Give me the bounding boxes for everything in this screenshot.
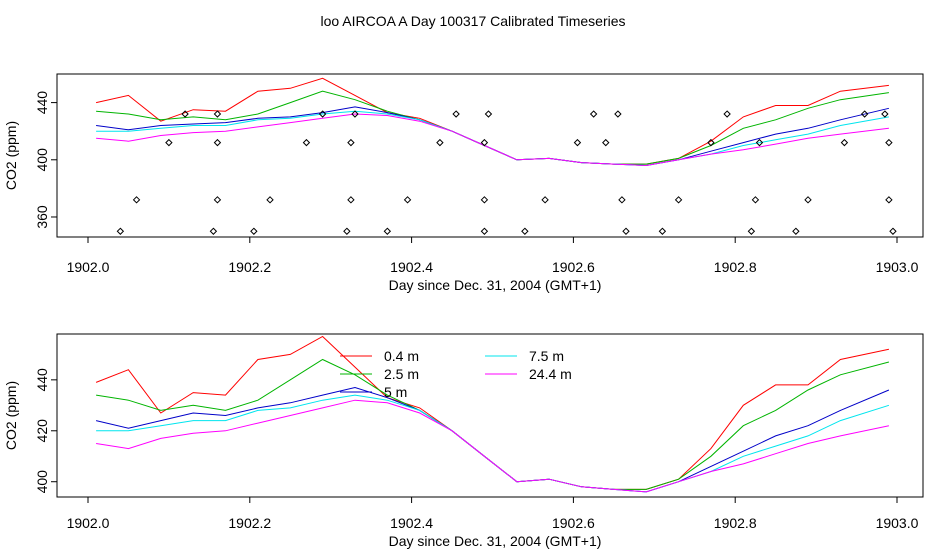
data-point (840, 138, 849, 147)
y-axis-label: CO2 (ppm) (3, 121, 19, 190)
x-tick-label: 1902.6 (552, 515, 595, 531)
x-tick-label: 1902.4 (390, 259, 433, 275)
data-point (209, 227, 218, 235)
data-point (480, 196, 489, 204)
legend-label: 5 m (384, 384, 407, 400)
plot-frame (56, 333, 924, 498)
chart-panels: 1902.0 1902.2 1902.4 1902.6 1902.8 1903.0 360 4… (3, 73, 924, 549)
x-tick-label: 1903.0 (876, 259, 919, 275)
data-point (484, 110, 493, 118)
y-tick-label: 400 (34, 148, 50, 172)
data-point (804, 196, 812, 204)
data-point (480, 227, 489, 235)
data-point (618, 196, 626, 204)
legend-label: 0.4 m (384, 348, 419, 364)
x-axis-label: Day since Dec. 31, 2004 (GMT+1) (389, 277, 602, 293)
data-point (403, 196, 412, 204)
data-point (541, 196, 549, 204)
data-point (674, 196, 683, 204)
legend-label: 24.4 m (529, 366, 572, 382)
data-point (881, 110, 889, 118)
data-point (302, 138, 311, 147)
y-tick-label: 360 (34, 205, 50, 229)
x-tick-label: 1902.4 (390, 515, 433, 531)
data-point (165, 138, 173, 147)
data-point (885, 196, 893, 204)
data-point (343, 227, 351, 235)
data-point (860, 110, 869, 118)
data-point (889, 227, 897, 235)
data-point (181, 110, 189, 118)
panel-top: 1902.0 1902.2 1902.4 1902.6 1902.8 1903.0 360 4… (3, 73, 924, 293)
data-point (347, 196, 355, 204)
data-point (436, 138, 444, 147)
x-tick-label: 1902.0 (67, 259, 110, 275)
chart-title: loo AIRCOA A Day 100317 Calibrated Times… (320, 13, 625, 29)
x-axis-label: Day since Dec. 31, 2004 (GMT+1) (389, 533, 602, 549)
legend: 0.4 m 2.5 m 5 m 7.5 m 24.4 m (340, 348, 572, 400)
data-point (792, 227, 800, 235)
data-point (347, 138, 355, 147)
y-tick-label: 440 (34, 368, 50, 392)
plot-area (95, 77, 897, 235)
data-point (751, 196, 760, 204)
data-point (116, 227, 125, 235)
data-point (452, 110, 460, 118)
data-point (351, 110, 359, 118)
data-point (318, 110, 327, 118)
series-line-7-5-m (96, 394, 890, 493)
x-tick-label: 1902.2 (228, 515, 271, 531)
data-point (266, 196, 274, 204)
y-tick-label: 440 (34, 91, 50, 115)
y-tick-label: 400 (34, 470, 50, 494)
series-line-5-m (96, 106, 890, 167)
data-point (213, 110, 222, 118)
plot-area (95, 335, 890, 493)
y-axis-label: CO2 (ppm) (3, 381, 19, 450)
series-line-24-4-m (96, 399, 890, 493)
series-line-2-5-m (96, 358, 890, 490)
data-point (383, 227, 392, 235)
data-point (614, 110, 622, 118)
data-point (213, 138, 222, 147)
data-point (747, 227, 756, 235)
data-point (213, 196, 222, 204)
data-point (658, 227, 667, 235)
data-point (132, 196, 141, 204)
x-tick-label: 1902.8 (714, 515, 757, 531)
series-line-5-m (95, 386, 890, 493)
plot-frame (56, 73, 924, 238)
data-point (521, 227, 529, 235)
panel-bottom: 1902.0 1902.2 1902.4 1902.6 1902.8 1903.0 400 4… (3, 333, 924, 549)
data-point (250, 227, 258, 235)
series-line-2-5-m (96, 90, 889, 165)
data-point (755, 138, 764, 147)
x-tick-label: 1903.0 (876, 515, 919, 531)
data-point (885, 138, 893, 147)
y-tick-label: 420 (34, 419, 50, 443)
data-point (573, 138, 582, 147)
data-point (480, 138, 489, 147)
data-point (589, 110, 598, 118)
data-point (707, 138, 715, 147)
data-point (723, 110, 731, 118)
x-tick-label: 1902.8 (714, 259, 757, 275)
x-tick-label: 1902.2 (228, 259, 271, 275)
legend-label: 2.5 m (384, 366, 419, 382)
x-tick-label: 1902.0 (67, 515, 110, 531)
data-point (622, 227, 630, 235)
legend-label: 7.5 m (529, 348, 564, 364)
x-tick-label: 1902.6 (552, 259, 595, 275)
data-point (602, 138, 610, 147)
